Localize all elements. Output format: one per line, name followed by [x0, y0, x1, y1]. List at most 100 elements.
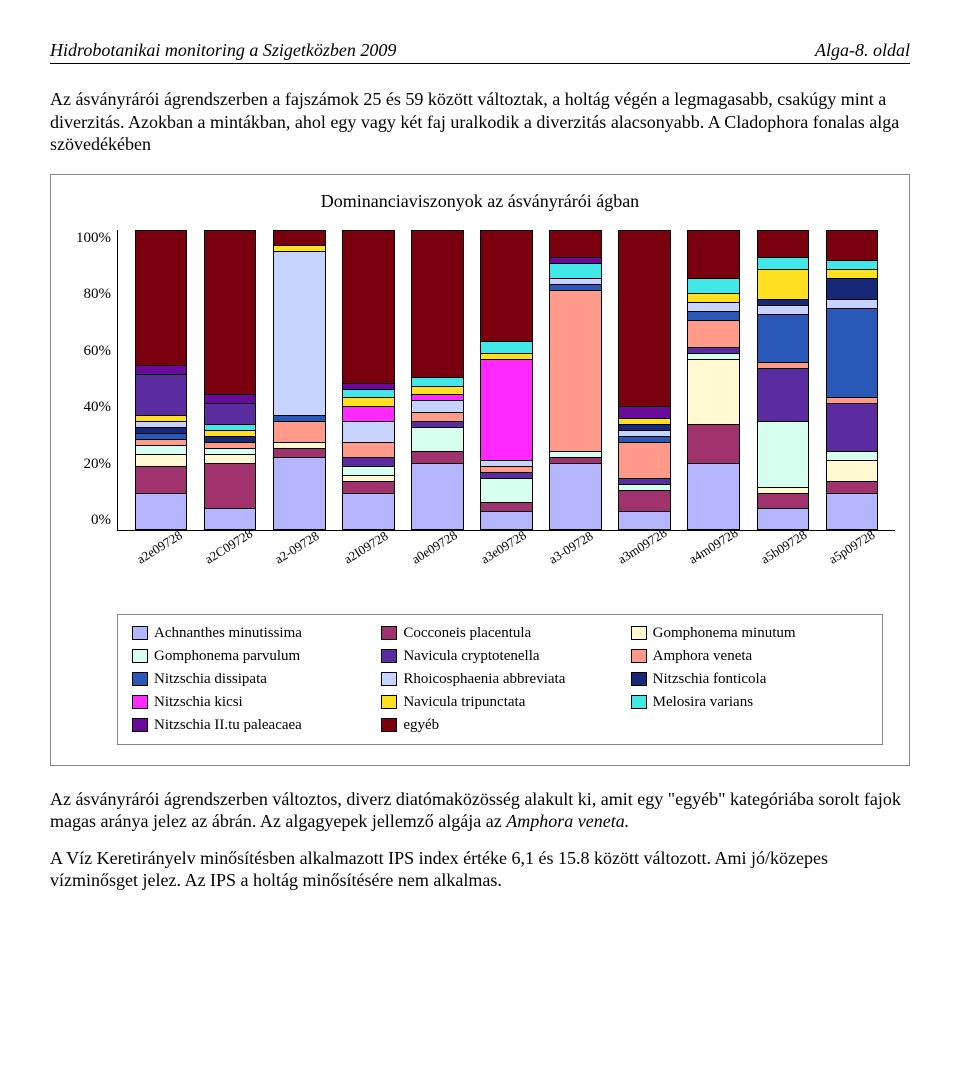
bar-segment: [827, 231, 878, 261]
page-header: Hidrobotanikai monitoring a Szigetközben…: [50, 40, 910, 64]
y-tick-label: 40%: [65, 399, 111, 416]
legend-swatch: [381, 695, 397, 709]
bar-segment: [412, 231, 463, 377]
bar-segment: [827, 260, 878, 269]
bar-segment: [550, 290, 601, 451]
bar-segment: [758, 269, 809, 299]
legend-item: Rhoicosphaenia abbreviata: [381, 671, 618, 688]
bar-segment: [205, 403, 256, 424]
chart-container: Dominanciaviszonyok az ásványrárói ágban…: [50, 174, 910, 766]
bar-segment: [481, 359, 532, 460]
bar-segment: [136, 231, 187, 365]
bar-segment: [274, 421, 325, 442]
bar-segment: [343, 457, 394, 466]
bar-segment: [205, 394, 256, 403]
bar-segment: [343, 389, 394, 398]
bar-segment: [688, 231, 739, 279]
bar-segment: [619, 442, 670, 478]
legend-swatch: [132, 695, 148, 709]
bar-segment: [343, 421, 394, 442]
chart-plot-area: 100% 80% 60% 40% 20% 0%: [65, 230, 895, 530]
bar-segment: [758, 368, 809, 422]
y-tick-label: 60%: [65, 343, 111, 360]
bar-segment: [343, 493, 394, 529]
bar-segment: [343, 481, 394, 493]
bar-segment: [758, 231, 809, 258]
paragraph-2: Az ásványrárói ágrendszerben változtos, …: [50, 788, 910, 833]
legend-label: Cocconeis placentula: [403, 625, 531, 642]
bar-segment: [827, 403, 878, 451]
legend-swatch: [631, 672, 647, 686]
bar-segment: [205, 454, 256, 463]
bar-segment: [412, 386, 463, 395]
bar-segment: [205, 231, 256, 395]
bar-segment: [827, 460, 878, 481]
legend-label: Nitzschia dissipata: [154, 671, 267, 688]
bar-segment: [136, 374, 187, 416]
y-tick-label: 100%: [65, 230, 111, 247]
bar-segment: [274, 231, 325, 246]
legend-label: Achnanthes minutissima: [154, 625, 302, 642]
legend-label: Navicula tripunctata: [403, 694, 525, 711]
chart-legend: Achnanthes minutissima Cocconeis placentu…: [117, 614, 883, 745]
bar-segment: [688, 293, 739, 302]
bar-segment: [688, 302, 739, 311]
stacked-bar: [480, 230, 533, 530]
legend-swatch: [132, 672, 148, 686]
bar-segment: [136, 365, 187, 374]
legend-item: Amphora veneta: [631, 648, 868, 665]
stacked-bar: [687, 230, 740, 530]
bar-segment: [343, 466, 394, 475]
bar-segment: [343, 406, 394, 421]
x-tick-label: a5p09728: [826, 526, 896, 594]
stacked-bar: [826, 230, 879, 530]
legend-label: egyéb: [403, 717, 439, 734]
bar-segment: [343, 442, 394, 457]
legend-label: Melosira varians: [653, 694, 753, 711]
legend-label: Nitzschia fonticola: [653, 671, 767, 688]
bar-segment: [827, 269, 878, 278]
legend-swatch: [381, 626, 397, 640]
x-tick-label: a3m09728: [615, 524, 687, 594]
chart-title: Dominanciaviszonyok az ásványrárói ágban: [65, 191, 895, 212]
legend-swatch: [631, 695, 647, 709]
bar-segment: [412, 451, 463, 463]
x-axis: a2e09728a2C09728a2-09728a2I09728a0e09728…: [117, 530, 895, 584]
bar-segment: [205, 508, 256, 529]
bar-segment: [274, 251, 325, 415]
x-tick-label: a2e09728: [134, 526, 204, 594]
x-tick-label: a3-09728: [546, 526, 616, 594]
x-tick-label: a2I09728: [341, 526, 411, 594]
bar-segment: [136, 466, 187, 493]
bar-segment: [481, 502, 532, 511]
bar-segment: [688, 278, 739, 293]
legend-label: Amphora veneta: [653, 648, 753, 665]
bar-segment: [688, 463, 739, 529]
bar-segment: [827, 493, 878, 529]
stacked-bar: [411, 230, 464, 530]
bar-segment: [758, 421, 809, 487]
legend-item: Navicula tripunctata: [381, 694, 618, 711]
bar-segment: [481, 511, 532, 529]
header-left: Hidrobotanikai monitoring a Szigetközben…: [50, 40, 396, 61]
stacked-bar: [204, 230, 257, 530]
y-tick-label: 0%: [65, 512, 111, 529]
legend-item: Nitzschia dissipata: [132, 671, 369, 688]
legend-label: Gomphonema minutum: [653, 625, 796, 642]
y-tick-label: 80%: [65, 286, 111, 303]
bar-segment: [827, 308, 878, 397]
legend-item: egyéb: [381, 717, 618, 734]
bar-segment: [688, 359, 739, 425]
bar-segment: [758, 305, 809, 314]
stacked-bar: [342, 230, 395, 530]
header-right: Alga-8. oldal: [815, 40, 910, 61]
bar-segment: [205, 463, 256, 508]
legend-item: Cocconeis placentula: [381, 625, 618, 642]
bar-segment: [481, 341, 532, 353]
bar-segment: [136, 454, 187, 466]
legend-item: Achnanthes minutissima: [132, 625, 369, 642]
legend-item: Nitzschia II.tu paleacaea: [132, 717, 369, 734]
bar-segment: [481, 478, 532, 502]
y-tick-label: 20%: [65, 456, 111, 473]
bar-segment: [274, 457, 325, 529]
